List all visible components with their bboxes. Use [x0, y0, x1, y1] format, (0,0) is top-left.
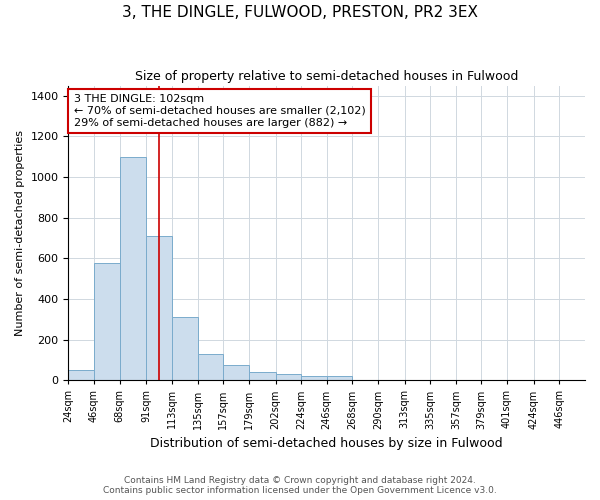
Bar: [146, 236, 172, 380]
Bar: [327, 376, 352, 380]
Bar: [172, 318, 197, 380]
Text: 3 THE DINGLE: 102sqm
← 70% of semi-detached houses are smaller (2,102)
29% of se: 3 THE DINGLE: 102sqm ← 70% of semi-detac…: [74, 94, 365, 128]
Bar: [94, 264, 119, 380]
Bar: [301, 376, 327, 380]
Y-axis label: Number of semi-detached properties: Number of semi-detached properties: [15, 130, 25, 336]
X-axis label: Distribution of semi-detached houses by size in Fulwood: Distribution of semi-detached houses by …: [151, 437, 503, 450]
Bar: [275, 374, 301, 380]
Text: 3, THE DINGLE, FULWOOD, PRESTON, PR2 3EX: 3, THE DINGLE, FULWOOD, PRESTON, PR2 3EX: [122, 5, 478, 20]
Bar: [223, 365, 249, 380]
Text: Contains HM Land Registry data © Crown copyright and database right 2024.
Contai: Contains HM Land Registry data © Crown c…: [103, 476, 497, 495]
Bar: [197, 354, 223, 380]
Bar: [119, 156, 146, 380]
Bar: [249, 372, 275, 380]
Title: Size of property relative to semi-detached houses in Fulwood: Size of property relative to semi-detach…: [135, 70, 518, 83]
Bar: [68, 370, 94, 380]
